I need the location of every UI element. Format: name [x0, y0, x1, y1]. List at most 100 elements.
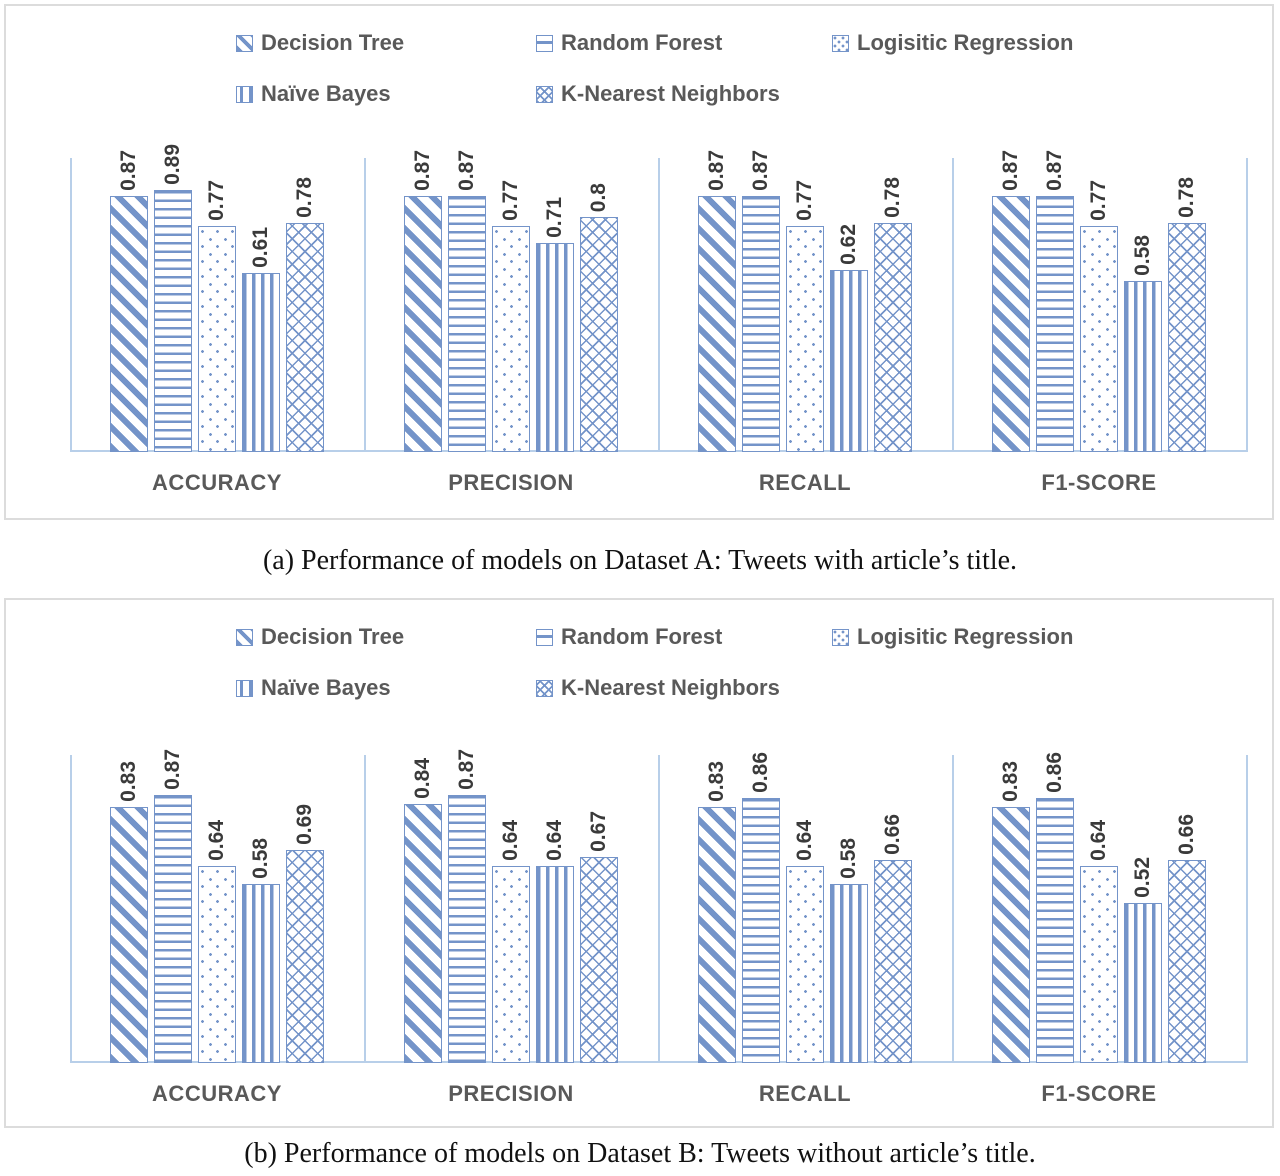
bar-na-ve-bayes-accuracy: 0.58 — [242, 838, 280, 1063]
bar-k-nearest-neighbors-recall: 0.78 — [874, 177, 912, 452]
legend-item-random-forest: Random Forest — [536, 32, 722, 54]
bar-random-forest-accuracy: 0.89 — [154, 144, 192, 452]
bar-value-label: 0.64 — [1087, 820, 1110, 861]
bar-na-ve-bayes-accuracy: 0.61 — [242, 227, 280, 452]
bar-value-label: 0.87 — [117, 150, 140, 191]
bar-value-label: 0.87 — [455, 150, 478, 191]
bar-value-label: 0.78 — [881, 177, 904, 218]
bar-value-label: 0.64 — [793, 820, 816, 861]
legend-item-k-nearest-neighbors: K-Nearest Neighbors — [536, 83, 780, 105]
bar-group-precision: 0.84 0.87 0.64 0.64 0.67 — [364, 749, 658, 1063]
bar-value-label: 0.66 — [881, 814, 904, 855]
bar-random-forest-f1-score: 0.86 — [1036, 752, 1074, 1063]
legend-label: Naïve Bayes — [261, 675, 391, 700]
bar-na-ve-bayes-precision: 0.71 — [536, 197, 574, 452]
bar-decision-tree-recall: 0.87 — [698, 150, 736, 452]
bar-value-label: 0.84 — [411, 758, 434, 799]
category-label-accuracy: ACCURACY — [152, 470, 282, 495]
dots-swatch-icon — [832, 628, 849, 646]
bar-value-label: 0.58 — [837, 838, 860, 879]
category-label-precision: PRECISION — [448, 470, 574, 495]
legend-label: Logisitic Regression — [857, 624, 1074, 649]
bar-value-label: 0.77 — [499, 180, 522, 221]
bar-logisitic-regression-f1-score: 0.64 — [1080, 820, 1118, 1063]
vertical-lines-swatch-icon — [236, 85, 253, 103]
bar-value-label: 0.78 — [1175, 177, 1198, 218]
chart-box-a: Decision Tree Random Forest Logisitic Regr… — [4, 4, 1274, 520]
legend-item-na-ve-bayes: Naïve Bayes — [236, 83, 391, 105]
axis-line-vertical — [1246, 158, 1248, 452]
bar-k-nearest-neighbors-recall: 0.66 — [874, 814, 912, 1063]
crosshatch-swatch-icon — [536, 85, 553, 103]
axis-baseline — [70, 1061, 1248, 1063]
bar-random-forest-recall: 0.87 — [742, 150, 780, 452]
bar-random-forest-precision: 0.87 — [448, 150, 486, 452]
bar-group-accuracy: 0.87 0.89 0.77 0.61 0.78 — [70, 144, 364, 452]
axis-line-vertical — [364, 158, 366, 452]
diagonal-stripes-swatch-icon — [236, 34, 253, 52]
bar-logisitic-regression-accuracy: 0.77 — [198, 180, 236, 452]
bar-value-label: 0.77 — [793, 180, 816, 221]
category-label-precision: PRECISION — [448, 1081, 574, 1106]
bar-logisitic-regression-recall: 0.64 — [786, 820, 824, 1063]
category-label-recall: RECALL — [758, 1081, 852, 1106]
bar-random-forest-precision: 0.87 — [448, 749, 486, 1063]
bar-decision-tree-precision: 0.87 — [404, 150, 442, 452]
bar-random-forest-f1-score: 0.87 — [1036, 150, 1074, 452]
bar-value-label: 0.52 — [1131, 857, 1154, 898]
legend-label: Decision Tree — [261, 624, 405, 649]
legend-item-decision-tree: Decision Tree — [236, 32, 404, 54]
bar-logisitic-regression-f1-score: 0.77 — [1080, 180, 1118, 452]
bar-decision-tree-accuracy: 0.83 — [110, 761, 148, 1063]
caption-b: (b) Performance of models on Dataset B: … — [244, 1138, 1036, 1169]
bar-logisitic-regression-precision: 0.77 — [492, 180, 530, 452]
chart-box-b: Decision Tree Random Forest Logisitic Regr… — [4, 598, 1274, 1128]
bar-logisitic-regression-accuracy: 0.64 — [198, 820, 236, 1063]
dots-swatch-icon — [832, 34, 849, 52]
legend-label: Logisitic Regression — [857, 30, 1074, 55]
category-label-accuracy: ACCURACY — [152, 1081, 282, 1106]
axis-line-vertical — [952, 755, 954, 1063]
category-label-f1-score: F1-SCORE — [1041, 470, 1157, 495]
bar-na-ve-bayes-recall: 0.58 — [830, 838, 868, 1063]
diagonal-stripes-swatch-icon — [236, 628, 253, 646]
horizontal-lines-swatch-icon — [536, 628, 553, 646]
bar-value-label: 0.64 — [499, 820, 522, 861]
bar-value-label: 0.64 — [543, 820, 566, 861]
bar-value-label: 0.87 — [1043, 150, 1066, 191]
bar-random-forest-recall: 0.86 — [742, 752, 780, 1063]
bar-decision-tree-f1-score: 0.87 — [992, 150, 1030, 452]
bar-na-ve-bayes-recall: 0.62 — [830, 224, 868, 452]
legend-item-k-nearest-neighbors: K-Nearest Neighbors — [536, 677, 780, 699]
legend-item-logisitic-regression: Logisitic Regression — [832, 626, 1073, 648]
axis-line-vertical — [364, 755, 366, 1063]
bar-group-accuracy: 0.83 0.87 0.64 0.58 0.69 — [70, 749, 364, 1063]
legend-label: K-Nearest Neighbors — [561, 675, 780, 700]
bar-value-label: 0.77 — [1087, 180, 1110, 221]
bar-value-label: 0.89 — [161, 144, 184, 185]
bar-na-ve-bayes-precision: 0.64 — [536, 820, 574, 1063]
legend-label: K-Nearest Neighbors — [561, 81, 780, 106]
bar-value-label: 0.67 — [587, 811, 610, 852]
bar-value-label: 0.77 — [205, 180, 228, 221]
bar-value-label: 0.58 — [249, 838, 272, 879]
legend-item-logisitic-regression: Logisitic Regression — [832, 32, 1073, 54]
caption-a: (a) Performance of models on Dataset A: … — [262, 545, 1018, 576]
bar-na-ve-bayes-f1-score: 0.58 — [1124, 235, 1162, 452]
bar-value-label: 0.69 — [293, 804, 316, 845]
legend-label: Random Forest — [561, 624, 723, 649]
legend-label: Decision Tree — [261, 30, 405, 55]
legend-label: Naïve Bayes — [261, 81, 391, 106]
legend-item-na-ve-bayes: Naïve Bayes — [236, 677, 391, 699]
legend-item-decision-tree: Decision Tree — [236, 626, 404, 648]
bar-value-label: 0.87 — [705, 150, 728, 191]
bar-value-label: 0.87 — [411, 150, 434, 191]
axis-baseline — [70, 450, 1248, 452]
category-axis: ACCURACY PRECISION RECALL F1-SCORE — [70, 1081, 1248, 1111]
bar-value-label: 0.8 — [587, 182, 610, 212]
legend: Decision Tree Random Forest Logisitic Regr… — [6, 600, 1272, 1126]
legend-item-random-forest: Random Forest — [536, 626, 722, 648]
bar-value-label: 0.86 — [749, 752, 772, 793]
axis-line-vertical — [658, 158, 660, 452]
